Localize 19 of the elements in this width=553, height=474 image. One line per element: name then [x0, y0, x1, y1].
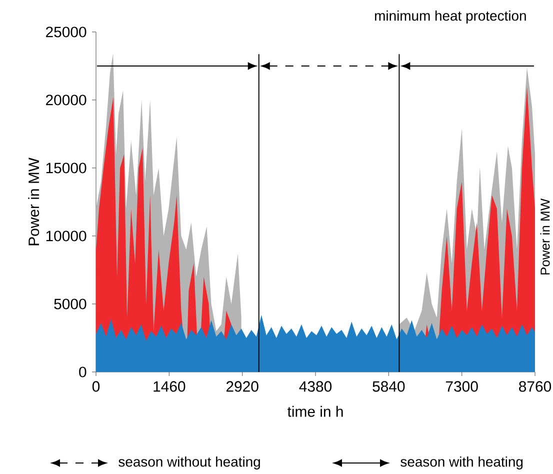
- x-tick-label: 1460: [154, 381, 186, 392]
- y-tick-label: 10000: [46, 230, 86, 242]
- y-tick-label: 20000: [46, 94, 86, 106]
- x-axis-title: time in h: [287, 406, 343, 417]
- x-tick-label: 5840: [372, 381, 405, 392]
- x-tick-label: 4380: [299, 381, 332, 392]
- y-tick-label: 15000: [46, 162, 86, 174]
- chart-title: minimum heat protection: [375, 10, 526, 24]
- x-tick-label: 2920: [226, 381, 258, 392]
- x-tick-label: 7300: [446, 381, 478, 392]
- text: season with heating: [400, 456, 523, 470]
- y-tick-label: 25000: [46, 26, 86, 38]
- y-tick-label: 0: [79, 366, 86, 378]
- x-tick-label: 8760: [519, 381, 552, 392]
- x-tick-label: 0: [92, 381, 100, 392]
- text: season without heating: [118, 456, 260, 470]
- y-axis-title: Power in MW: [28, 158, 40, 246]
- y-tick-label: 5000: [54, 298, 86, 310]
- text: Power in MW: [540, 198, 550, 274]
